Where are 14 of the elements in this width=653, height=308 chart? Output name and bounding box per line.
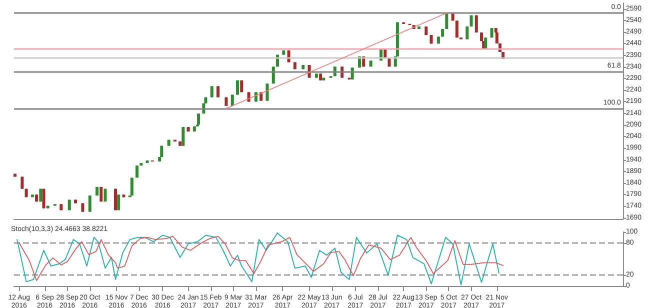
candlestick [182,126,185,146]
candlestick [455,20,458,38]
candlestick [130,177,134,196]
candlestick [117,194,120,211]
candlestick [88,195,92,212]
candlestick [20,176,24,190]
candlestick [308,64,311,78]
candlestick [216,86,220,98]
candlestick [474,14,478,33]
candlestick [42,188,46,209]
candlestick [197,113,200,126]
candlestick [136,165,139,178]
candlestick [266,83,269,102]
candlestick [210,86,214,98]
